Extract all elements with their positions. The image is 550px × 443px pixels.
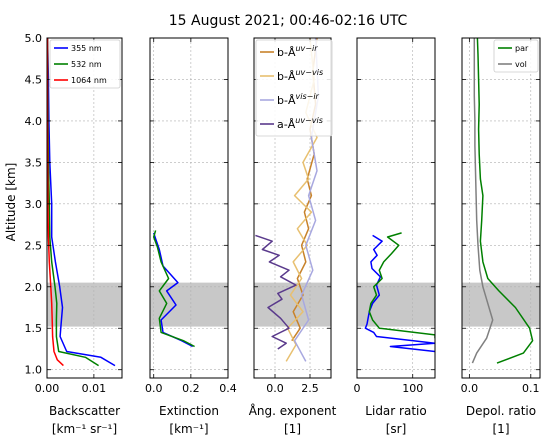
- x-axis-label: Backscatter: [49, 404, 120, 418]
- legend-label-superscript: vis−ir: [295, 92, 319, 101]
- x-tick-label: 2.5: [301, 382, 319, 395]
- axes-frame: [46, 37, 123, 379]
- y-axis-label: Altitude [km]: [4, 163, 18, 242]
- panel-angstrom: 0.0 2.5 Ång. exponent [1] b-Åuv−irb-Åuv−visb…: [249, 37, 337, 436]
- legend-label-superscript: uv−vis: [295, 116, 323, 125]
- x-tick-label: 0.00: [35, 382, 60, 395]
- axes-frame: [356, 37, 436, 379]
- legend: par vol: [493, 39, 539, 73]
- x-tick-label: 0.4: [219, 382, 237, 395]
- axes-frame: [253, 37, 332, 379]
- x-tick-label: 0: [354, 382, 361, 395]
- x-axis-label: Depol. ratio: [466, 404, 536, 418]
- y-tick-label: 2.5: [25, 239, 43, 252]
- series-line-backscatter-0: [47, 38, 116, 367]
- x-axis-label: Ång. exponent: [249, 403, 337, 418]
- legend-label: 1064 nm: [71, 76, 107, 85]
- x-axis-unit: [km⁻¹ sr⁻¹]: [52, 422, 117, 436]
- y-tick-label: 1.0: [25, 364, 43, 377]
- y-tick-label: 3.5: [25, 156, 43, 169]
- legend: 355 nm 532 nm 1064 nm: [49, 39, 121, 89]
- x-tick-label: 0.0: [461, 382, 479, 395]
- shaded-layer: [47, 282, 122, 327]
- legend-label-superscript: uv−ir: [295, 44, 318, 53]
- series-line-lidar_ratio-0: [364, 234, 435, 353]
- y-tick-label: 4.5: [25, 73, 43, 86]
- axes-frame: [461, 37, 541, 379]
- x-axis-unit: [sr]: [386, 422, 407, 436]
- legend-label: par: [515, 44, 529, 53]
- shaded-layer: [150, 282, 228, 327]
- y-tick-label: 1.5: [25, 322, 43, 335]
- series-line-depol-0: [476, 38, 534, 364]
- legend-label: 355 nm: [71, 44, 102, 53]
- figure-title: 15 August 2021; 00:46-02:16 UTC: [169, 13, 408, 29]
- panel-lidar_ratio: 0 100 Lidar ratio [sr]: [354, 37, 436, 436]
- y-tick-label: 2.0: [25, 281, 43, 294]
- x-tick-label: 0.2: [182, 382, 200, 395]
- x-tick-label: 0.0: [145, 382, 163, 395]
- x-tick-label: 0.0: [266, 382, 284, 395]
- series-line-backscatter-2: [47, 38, 64, 367]
- series-line-extinction-1: [152, 230, 195, 348]
- x-axis-unit: [1]: [284, 422, 301, 436]
- legend-label: vol: [515, 60, 527, 69]
- x-axis-unit: [km⁻¹]: [169, 422, 208, 436]
- x-axis-label: Lidar ratio: [365, 404, 426, 418]
- legend-label-superscript: uv−vis: [295, 68, 323, 77]
- x-tick-label: 0.01: [82, 382, 107, 395]
- panel-backscatter: 0.00 0.01 1.0 1.5 2.0 2.5 3.0 3.5 4.0 4.5 5.0 Backs…: [25, 32, 123, 436]
- series-line-lidar_ratio-1: [368, 232, 435, 339]
- legend-box: [255, 39, 333, 137]
- legend-label: 532 nm: [71, 60, 102, 69]
- y-tick-label: 4.0: [25, 115, 43, 128]
- x-tick-label: 0.1: [522, 382, 540, 395]
- axes-frame: [149, 37, 229, 379]
- shaded-layer: [254, 282, 331, 327]
- y-tick-label: 3.0: [25, 198, 43, 211]
- shaded-layer: [462, 282, 540, 327]
- y-tick-label: 5.0: [25, 32, 43, 45]
- series-line-depol-1: [471, 38, 494, 364]
- x-axis-unit: [1]: [493, 422, 510, 436]
- x-axis-label: Extinction: [159, 404, 219, 418]
- series-line-angstrom-3: [255, 234, 297, 350]
- panel-depol: 0.0 0.1 Depol. ratio [1] par vol: [461, 37, 541, 436]
- shaded-layer: [357, 282, 435, 327]
- x-tick-label: 100: [402, 382, 423, 395]
- legend-box: [49, 39, 121, 89]
